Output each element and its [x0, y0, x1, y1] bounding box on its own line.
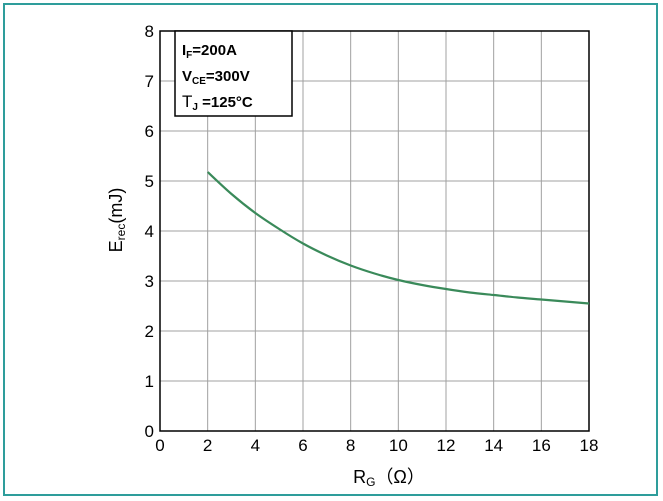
- x-axis-ticks: 0 2 4 6 8 10 12 14 16 18: [155, 436, 598, 455]
- x-tick-label: 4: [251, 436, 260, 455]
- y-tick-label: 3: [145, 272, 154, 291]
- conditions-legend: IF=200A VCE=300V TJ =125°C: [174, 30, 293, 117]
- y-tick-label: 5: [145, 172, 154, 191]
- condition-tj: TJ =125°C: [182, 92, 253, 113]
- plot-area-border: [159, 30, 590, 432]
- y-tick-label: 7: [145, 72, 154, 91]
- y-tick-label: 4: [145, 222, 154, 241]
- y-axis-label: Erec(mJ): [106, 188, 128, 253]
- x-tick-label: 0: [155, 436, 164, 455]
- x-tick-label: 12: [437, 436, 456, 455]
- condition-if: IF=200A: [182, 42, 237, 61]
- condition-vce: VCE=300V: [182, 68, 250, 87]
- x-tick-label: 18: [580, 436, 599, 455]
- x-tick-label: 2: [203, 436, 212, 455]
- y-tick-label: 2: [145, 322, 154, 341]
- y-axis-ticks: 0 1 2 3 4 5 6 7 8: [145, 22, 154, 441]
- x-tick-label: 10: [389, 436, 408, 455]
- series-line: [206, 171, 590, 305]
- y-tick-label: 0: [145, 422, 154, 441]
- y-tick-label: 8: [145, 22, 154, 41]
- x-tick-label: 14: [484, 436, 503, 455]
- y-tick-label: 6: [145, 122, 154, 141]
- y-tick-label: 1: [145, 372, 154, 391]
- x-tick-label: 16: [532, 436, 551, 455]
- x-tick-label: 8: [346, 436, 355, 455]
- x-tick-label: 6: [298, 436, 307, 455]
- x-axis-label: RG（Ω）: [353, 467, 425, 489]
